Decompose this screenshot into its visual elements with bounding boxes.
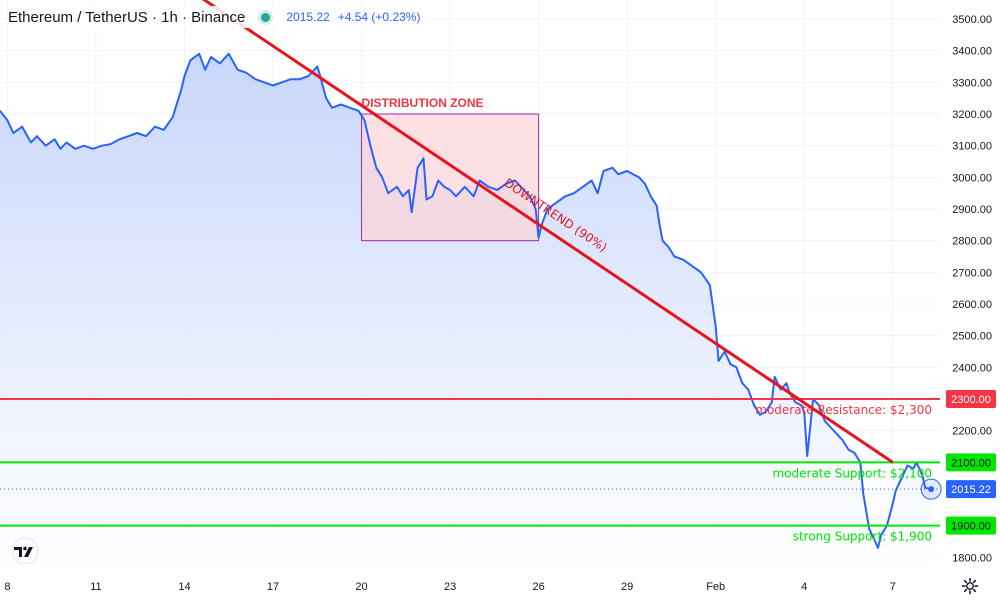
y-tick-label: 3300.00 [952,77,992,89]
y-tick-label: 3200.00 [952,109,992,121]
horizontal-levels[interactable]: moderate Resistance: $2,300 moderate Supp… [0,398,940,544]
y-tick-label: 3500.00 [952,14,992,26]
downtrend-line[interactable] [190,0,894,464]
x-tick-label: 20 [355,581,367,593]
y-tick-label: 2600.00 [952,299,992,311]
last-price-tag-bg [946,480,996,499]
level-label-support: moderate Support: $2,100 [772,466,932,480]
y-tick-label: 2400.00 [952,362,992,374]
price-line[interactable] [0,52,932,549]
x-tick-label: 23 [444,581,456,593]
level-label-resistance: moderate Resistance: $2,300 [755,403,932,417]
gear-icon[interactable] [961,577,979,595]
y-tick-label: 2800.00 [952,236,992,248]
y-tick-label: 2200.00 [952,426,992,438]
support-price-tag-bg [946,516,996,535]
support-price-tag: 1900.00 [951,521,991,533]
resistance-price-tag-bg [946,390,996,408]
market-status-icon [261,12,271,22]
area-fill [0,53,932,571]
level-label-support: strong Support: $1,900 [793,530,932,544]
y-axis[interactable]: 3500.00 3400.00 3300.00 3200.00 3100.00 3000.… [946,14,996,564]
y-tick-label: 3100.00 [952,141,992,153]
x-tick-label: 4 [801,581,807,593]
distribution-zone[interactable]: DISTRIBUTION ZONE [361,96,540,242]
chart-header: Ethereum / TetherUS · 1h · Binance 2015.… [8,6,427,28]
x-tick-label: Feb [706,581,725,593]
price-line-layer [0,52,942,549]
x-tick-label: 29 [621,581,633,593]
x-tick-label: 8 [4,581,10,593]
x-tick-label: 14 [178,581,190,593]
price-area [0,53,932,571]
tradingview-logo-icon[interactable] [8,538,42,564]
price-change: +4.54 (+0.23%) [337,10,421,24]
distribution-zone-box[interactable] [361,113,540,242]
x-tick-label: 7 [890,581,896,593]
x-tick-label: 11 [90,581,101,593]
resistance-price-tag: 2300.00 [951,394,991,406]
y-tick-label: 1800.00 [952,552,992,564]
y-tick-label: 2700.00 [952,267,992,279]
last-price: 2015.22 [286,10,330,24]
last-price-dot[interactable] [928,486,935,493]
x-tick-label: 26 [532,581,544,593]
y-tick-label: 2900.00 [952,204,992,216]
distribution-zone-label: DISTRIBUTION ZONE [362,96,484,110]
symbol-title[interactable]: Ethereum / TetherUS · 1h · Binance [8,8,246,26]
x-tick-label: 17 [267,581,279,593]
y-tick-label: 2500.00 [952,331,992,343]
x-axis[interactable]: 8 11 14 17 20 23 26 29 Feb 4 7 [4,581,896,593]
support-price-tag-bg [946,453,996,472]
support-price-tag: 2100.00 [951,457,991,469]
y-tick-label: 3400.00 [952,46,992,58]
y-tick-label: 3000.00 [952,172,992,184]
last-price-tag: 2015.22 [951,484,991,496]
